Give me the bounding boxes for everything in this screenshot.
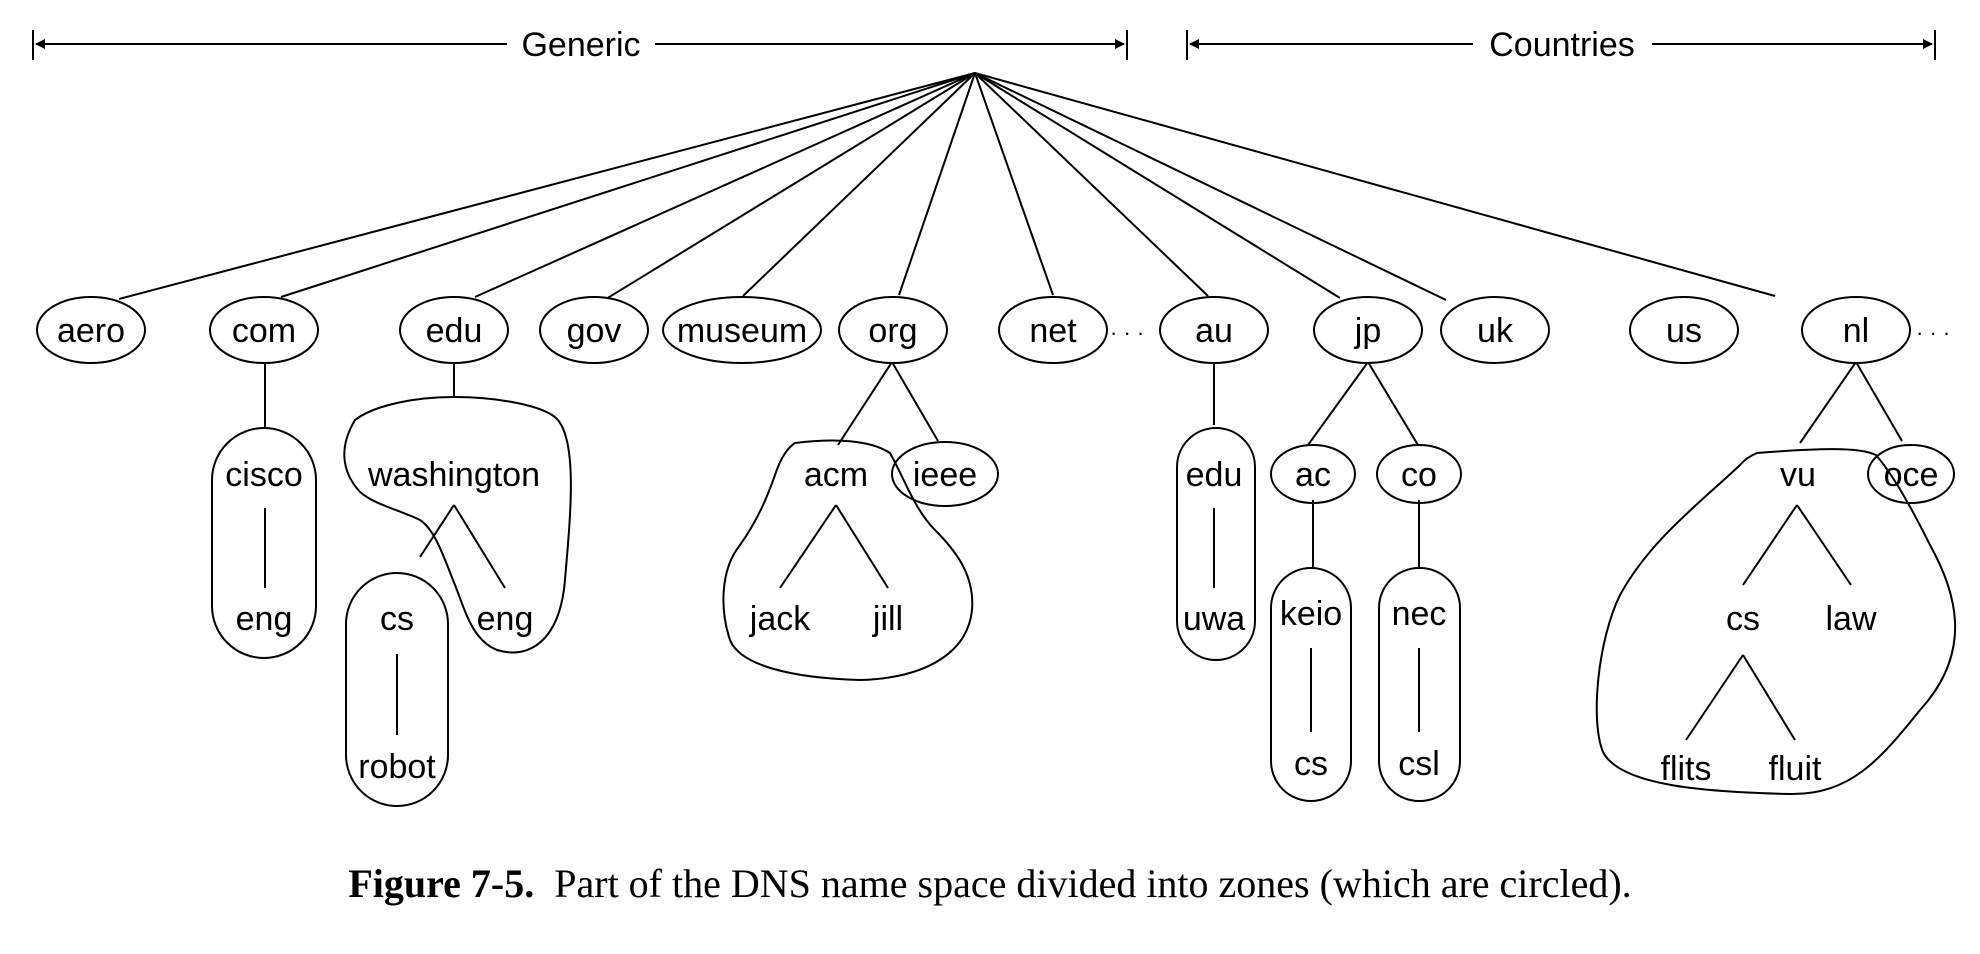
org-node [838, 296, 948, 364]
label-ieee: ieee [913, 456, 977, 494]
label-jack: jack [749, 600, 811, 638]
label-cisco: cisco [225, 456, 302, 494]
figure-caption: Figure 7-5. Part of the DNS name space d… [0, 860, 1980, 907]
co-zone [1376, 444, 1462, 504]
node-labels: aero com edu gov museum org net au jp uk… [57, 312, 1938, 788]
label-ac: ac [1295, 456, 1331, 494]
caption-text: Part of the DNS name space divided into … [554, 861, 1632, 906]
cisco-zone [211, 427, 317, 659]
ac-zone [1270, 444, 1356, 504]
countries-range [1186, 30, 1936, 60]
label-keio: keio [1280, 595, 1342, 633]
label-flits: flits [1661, 750, 1712, 788]
label-nl: nl [1843, 312, 1869, 350]
label-nec: nec [1392, 595, 1447, 633]
label-uk: uk [1477, 312, 1514, 350]
nec-zone [1378, 567, 1461, 802]
label-com-eng: eng [236, 600, 293, 638]
keio-zone [1270, 567, 1352, 802]
ieee-zone [891, 441, 999, 507]
label-uwa: uwa [1183, 600, 1245, 638]
label-wash-cs: cs [380, 600, 414, 638]
label-co: co [1401, 456, 1437, 494]
label-au-edu: edu [1186, 456, 1243, 494]
net-node [998, 296, 1108, 364]
label-org: org [868, 312, 917, 350]
generic-range [32, 30, 1128, 60]
gov-node [539, 296, 649, 364]
label-us: us [1666, 312, 1702, 350]
label-acm: acm [804, 456, 868, 494]
label-gov: gov [567, 312, 622, 350]
label-keio-cs: cs [1294, 745, 1328, 783]
nl-node [1801, 296, 1911, 364]
dns-zone-diagram: Generic Countries [32, 26, 1957, 807]
label-robot: robot [358, 748, 436, 786]
label-oce: oce [1884, 456, 1939, 494]
au-edu-zone [1176, 427, 1256, 661]
label-au: au [1195, 312, 1233, 350]
label-aero: aero [57, 312, 125, 350]
com-node [209, 296, 319, 364]
label-wash-eng: eng [477, 600, 534, 638]
aero-node [36, 296, 146, 364]
label-csl: csl [1398, 745, 1440, 783]
countries-ellipsis: · · · [1110, 320, 1144, 345]
label-fluit: fluit [1769, 750, 1822, 788]
au-node [1159, 296, 1269, 364]
washington-zone [343, 395, 572, 654]
museum-node [662, 296, 822, 364]
top-level-ellipses [36, 296, 1911, 364]
countries-range-label: Countries [1489, 26, 1635, 64]
label-washington: washington [367, 456, 540, 494]
vu-zone [1595, 448, 1957, 796]
label-jill: jill [872, 600, 903, 638]
label-edu: edu [426, 312, 483, 350]
root-edges [118, 72, 1776, 301]
subtree-edges [264, 361, 1903, 741]
generic-range-label: Generic [521, 26, 640, 64]
label-law: law [1825, 600, 1876, 638]
edu-node [399, 296, 509, 364]
acm-zone [722, 439, 974, 682]
us-node [1629, 296, 1739, 364]
trailing-ellipsis: · · · [1916, 320, 1950, 345]
caption-label: Figure 7-5. [348, 861, 535, 906]
label-vu: vu [1780, 456, 1816, 494]
label-com: com [232, 312, 296, 350]
label-museum: museum [677, 312, 807, 350]
zone-outlines [211, 395, 1957, 807]
label-vu-cs: cs [1726, 600, 1760, 638]
jp-node [1313, 296, 1423, 364]
label-jp: jp [1354, 312, 1381, 350]
uk-node [1440, 296, 1550, 364]
cs-robot-zone [345, 572, 449, 807]
label-net: net [1029, 312, 1077, 350]
oce-zone [1867, 444, 1955, 504]
